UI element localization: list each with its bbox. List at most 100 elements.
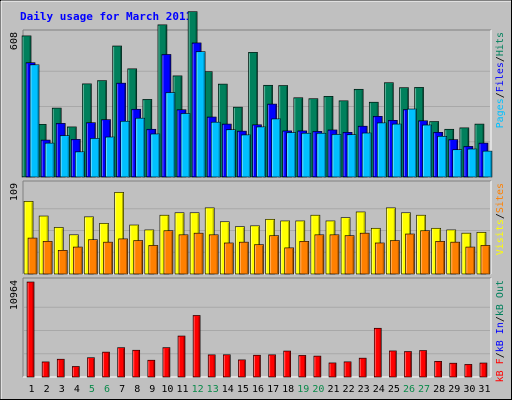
legend-item-visits-3: Sites [495,183,506,213]
bar-pages-day-18 [286,132,296,178]
bar-kb-f-day-31 [479,362,488,378]
bar-pages-day-13 [210,121,221,178]
x-tick-label-day-12: 12 [192,384,204,395]
bar-pages-day-15 [241,134,251,178]
bar-kb-f-day-27 [419,350,427,378]
bar-kb-f-day-15 [238,359,246,378]
bar-pages-day-10 [165,92,176,178]
bar-kb-f-day-9 [147,359,156,378]
bar-pages-day-24 [376,122,387,178]
panel-visits-legend: Visits/Sites [495,183,506,255]
bar-sites-day-1 [27,237,38,275]
bar-sites-day-9 [148,245,159,275]
panel-kbytes-legend: kB F/kB In/kB Out [495,280,506,382]
x-tick-label-day-9: 9 [149,384,155,395]
x-tick-label-day-22: 22 [343,384,355,395]
bar-sites-day-28 [435,241,445,275]
bar-kb-f-day-3 [56,358,65,378]
bar-pages-day-29 [452,149,463,178]
legend-item-hits-5: Hits [495,32,506,56]
x-tick-label-day-25: 25 [388,384,400,395]
bar-sites-day-22 [344,235,355,275]
bar-kb-f-day-8 [132,349,141,378]
bar-sites-day-26 [405,233,415,275]
bar-kb-f-day-6 [102,351,110,378]
bar-sites-day-27 [420,230,430,275]
bar-pages-day-11 [180,113,191,178]
bar-kb-f-day-20 [313,355,322,378]
bar-pages-day-21 [331,134,342,178]
x-tick-label-day-10: 10 [161,384,173,395]
bar-pages-day-14 [226,129,236,178]
bar-pages-day-2 [44,142,55,178]
x-tick-label-day-31: 31 [478,384,490,395]
bar-pages-day-7 [120,120,130,178]
bar-sites-day-6 [103,241,113,275]
panel-kbytes-max-label: 10964 [9,280,20,310]
x-tick-label-day-3: 3 [59,384,65,395]
bar-kb-f-day-21 [328,362,337,378]
bar-sites-day-31 [480,245,491,275]
x-tick-label-day-14: 14 [222,384,234,395]
bar-sites-day-13 [208,234,219,275]
bar-kb-f-day-18 [283,350,291,378]
bar-sites-day-17 [269,235,279,275]
x-tick-label-day-20: 20 [312,384,324,395]
bar-kb-f-day-19 [298,355,307,378]
bar-sites-day-30 [465,246,476,275]
bar-kb-f-day-25 [389,350,397,378]
bar-pages-day-31 [482,150,493,178]
bar-sites-day-18 [284,247,294,275]
x-tick-label-day-4: 4 [74,384,80,395]
x-tick-label-day-19: 19 [297,384,309,395]
x-tick-label-day-2: 2 [44,384,50,395]
legend-item-hits-4: / [495,56,506,62]
panel-hits-legend: Pages/Files/Hits [495,32,506,128]
bar-pages-day-9 [150,133,161,178]
x-tick-label-day-27: 27 [418,384,430,395]
x-tick-label-day-1: 1 [29,384,35,395]
bar-pages-day-3 [59,135,70,178]
bar-kb-f-day-28 [434,361,442,378]
legend-item-kbytes-2: / [495,352,506,358]
bar-pages-day-17 [271,118,281,178]
bar-sites-day-4 [73,246,83,275]
bar-kb-f-day-16 [253,354,261,378]
legend-item-hits-2: / [495,92,506,98]
x-tick-label-day-13: 13 [207,384,219,395]
bar-pages-day-19 [301,132,312,178]
bar-pages-day-5 [90,138,100,178]
bar-kb-f-day-1 [26,281,35,378]
bar-sites-day-3 [57,250,68,275]
legend-item-kbytes-5: kB Out [495,280,506,316]
bar-pages-day-1 [29,64,40,178]
legend-item-kbytes-4: / [495,316,506,322]
bar-sites-day-8 [133,240,144,275]
bar-kb-f-day-7 [117,347,125,378]
bar-pages-day-12 [195,51,206,178]
x-tick-label-day-23: 23 [358,384,370,395]
bar-pages-day-6 [105,136,115,178]
panel-hits-max-label: 608 [9,32,20,50]
legend-item-kbytes-3: kB In [495,322,506,352]
bar-sites-day-14 [224,242,234,275]
bar-kb-f-day-11 [177,335,186,378]
x-tick-label-day-6: 6 [104,384,110,395]
bar-sites-day-21 [329,234,340,275]
bar-pages-day-4 [75,151,85,178]
x-tick-label-day-17: 17 [267,384,279,395]
bar-kb-f-day-26 [404,351,412,378]
bar-pages-day-28 [437,136,447,178]
x-tick-label-day-26: 26 [403,384,415,395]
bar-kb-f-day-17 [268,354,276,378]
bar-sites-day-25 [390,240,400,275]
bar-kb-f-day-14 [223,354,231,378]
bar-kb-f-day-10 [162,347,171,378]
bar-pages-day-16 [256,126,266,178]
bar-sites-day-29 [450,241,461,275]
x-tick-label-day-18: 18 [282,384,294,395]
bar-kb-f-day-23 [358,357,367,378]
legend-item-visits-2: / [495,213,506,219]
bar-kb-f-day-5 [87,357,95,378]
